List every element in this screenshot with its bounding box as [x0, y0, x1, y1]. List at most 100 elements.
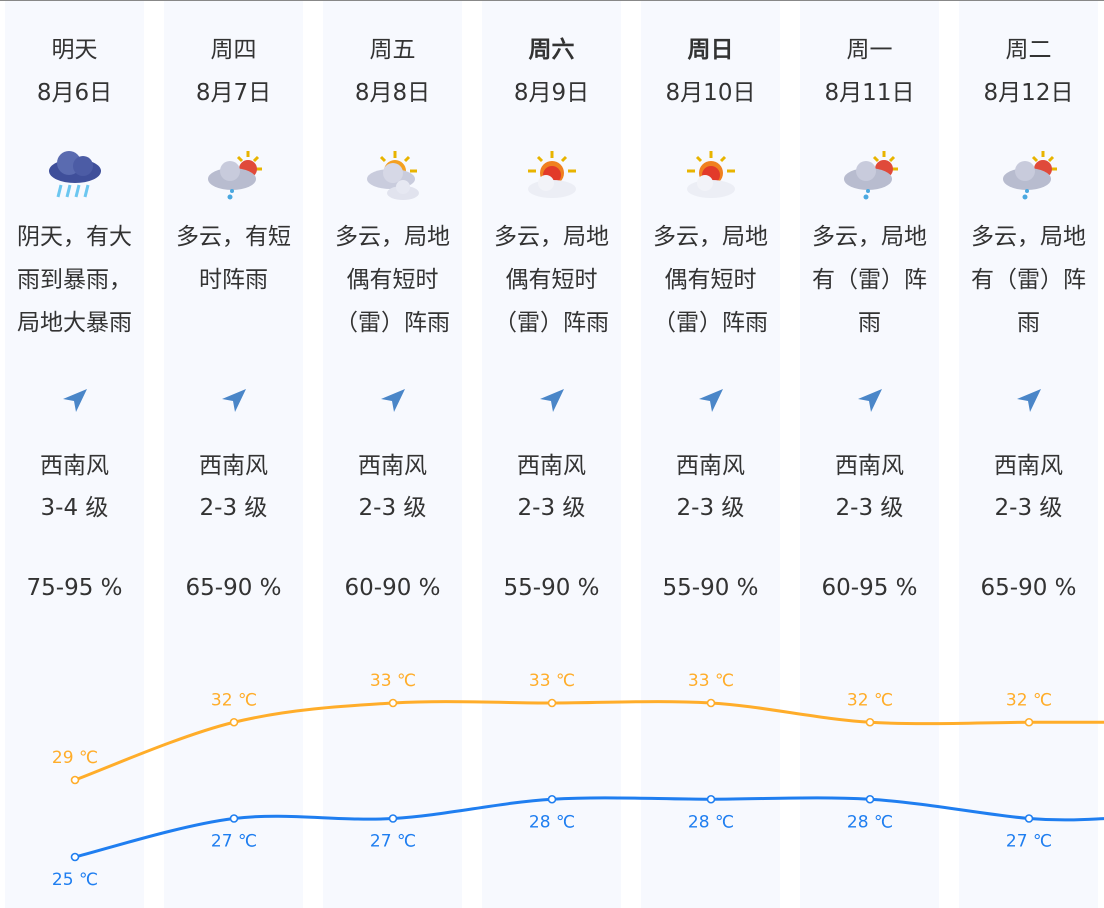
- wind-direction-arrow-icon: [1014, 385, 1044, 415]
- wind-level: 2-3 级: [358, 495, 427, 521]
- description-line: 多云，局地: [812, 224, 927, 250]
- wind-info: 西南风 2-3 级: [482, 445, 621, 529]
- high-temperature-point: [229, 717, 239, 727]
- weekday-label: 周六: [528, 37, 575, 63]
- low-temperature-line: [74, 796, 1104, 859]
- date-label: 8月9日: [513, 80, 590, 106]
- low-temperature-label: 25 ℃: [52, 870, 98, 890]
- weekday-label: 周一: [846, 37, 893, 63]
- high-temperature-label: 32 ℃: [211, 690, 257, 710]
- wind-direction: 西南风: [199, 453, 268, 479]
- low-temperature-point: [1024, 814, 1034, 823]
- low-temperature-label: 27 ℃: [211, 832, 257, 852]
- wind-direction-arrow-icon: [219, 385, 249, 415]
- humidity: 65-90 %: [980, 575, 1077, 601]
- partly-cloudy-shower-icon: [840, 149, 900, 205]
- weather-description: 阴天，有大 雨到暴雨， 局地大暴雨: [5, 216, 144, 345]
- wind-info: 西南风 2-3 级: [323, 445, 462, 529]
- partly-cloudy-shower-icon: [999, 149, 1059, 205]
- low-temperature-label: 28 ℃: [847, 812, 893, 832]
- wind-info: 西南风 3-4 级: [5, 445, 144, 529]
- top-border: [0, 0, 1104, 1]
- day-header: 周五 8月8日: [323, 29, 462, 115]
- weather-description: 多云，局地 偶有短时 （雷）阵雨: [323, 216, 462, 345]
- low-temperature-label: 28 ℃: [529, 812, 575, 832]
- weekday-label: 周二: [1005, 37, 1052, 63]
- low-temperature-point: [70, 852, 80, 862]
- weather-description: 多云，局地 有（雷）阵雨: [959, 216, 1098, 345]
- day-column: 周一 8月11日 多云，局地 有（雷）阵雨 西南风 2-3 级 60-95 %: [800, 1, 939, 908]
- wind-direction: 西南风: [835, 453, 904, 479]
- description-line: 有（雷）阵: [971, 267, 1086, 293]
- description-line: 偶有短时: [346, 267, 439, 293]
- wind-direction-arrow-icon: [537, 385, 567, 415]
- partly-cloudy-icon: [363, 149, 423, 205]
- date-label: 8月11日: [824, 80, 915, 106]
- low-temperature-label: 28 ℃: [688, 812, 734, 832]
- humidity: 60-90 %: [344, 575, 441, 601]
- high-temperature-line: [74, 700, 1104, 782]
- low-temperature-point: [865, 794, 875, 804]
- description-line: 偶有短时: [505, 267, 598, 293]
- weather-description: 多云，局地偶有短时 （雷）阵雨: [482, 216, 621, 345]
- wind-direction: 西南风: [517, 453, 586, 479]
- description-line: 偶有短时: [664, 267, 757, 293]
- weather-description: 多云，局地 偶有短时 （雷）阵雨: [641, 216, 780, 345]
- humidity: 55-90 %: [503, 575, 600, 601]
- humidity: 60-95 %: [821, 575, 918, 601]
- wind-direction-arrow-icon: [60, 385, 90, 415]
- low-temperature-label: 27 ℃: [1006, 832, 1052, 852]
- low-temperature-point: [229, 814, 239, 823]
- wind-info: 西南风 2-3 级: [641, 445, 780, 529]
- day-header: 周六 8月9日: [482, 29, 621, 115]
- wind-direction: 西南风: [994, 453, 1063, 479]
- day-header: 周四 8月7日: [164, 29, 303, 115]
- description-line: 雨到暴雨，: [17, 267, 132, 293]
- high-temperature-label: 32 ℃: [847, 690, 893, 710]
- wind-direction-arrow-icon: [855, 385, 885, 415]
- wind-direction-arrow-icon: [378, 385, 408, 415]
- day-column: 周二 8月12日 多云，局地 有（雷）阵雨 西南风 2-3 级 65-90 %: [959, 1, 1098, 908]
- high-temperature-label: 32 ℃: [1006, 690, 1052, 710]
- description-line: 阴天，有大: [17, 224, 132, 250]
- date-label: 8月7日: [195, 80, 272, 106]
- sun-cloud-icon: [522, 149, 582, 205]
- humidity: 75-95 %: [26, 575, 123, 601]
- description-line: 多云，局地: [494, 224, 609, 250]
- wind-level: 2-3 级: [676, 495, 745, 521]
- day-column: 明天 8月6日 阴天，有大 雨到暴雨， 局地大暴雨 西南风 3-4 级 75-95 …: [5, 1, 144, 908]
- wind-direction: 西南风: [40, 453, 109, 479]
- low-temperature-point: [706, 794, 716, 804]
- day-header: 明天 8月6日: [5, 29, 144, 115]
- wind-level: 3-4 级: [40, 495, 109, 521]
- description-line: 多云，局地: [335, 224, 450, 250]
- description-line: 有（雷）阵: [812, 267, 927, 293]
- high-temperature-point: [547, 698, 557, 708]
- humidity: 65-90 %: [185, 575, 282, 601]
- description-line: 多云，有短: [176, 224, 291, 250]
- wind-level: 2-3 级: [994, 495, 1063, 521]
- date-label: 8月12日: [983, 80, 1074, 106]
- wind-info: 西南风 2-3 级: [800, 445, 939, 529]
- weekday-label: 周日: [687, 37, 734, 63]
- high-temperature-point: [388, 698, 398, 708]
- wind-info: 西南风 2-3 级: [959, 445, 1098, 529]
- heavy-rain-icon: [45, 149, 105, 205]
- wind-direction: 西南风: [676, 453, 745, 479]
- day-header: 周日 8月10日: [641, 29, 780, 115]
- day-column: 周日 8月10日 多云，局地 偶有短时 （雷）阵雨 西南风 2-3 级 55-90 …: [641, 1, 780, 908]
- high-temperature-point: [706, 698, 716, 708]
- wind-level: 2-3 级: [835, 495, 904, 521]
- weekday-label: 周四: [210, 37, 257, 63]
- wind-level: 2-3 级: [199, 495, 268, 521]
- day-column: 周六 8月9日 多云，局地偶有短时 （雷）阵雨 西南风 2-3 级 55-90 %: [482, 1, 621, 908]
- low-temperature-point: [388, 814, 398, 823]
- wind-info: 西南风 2-3 级: [164, 445, 303, 529]
- high-temperature-label: 33 ℃: [529, 671, 575, 691]
- description-line: （雷）阵雨: [494, 310, 609, 336]
- date-label: 8月8日: [354, 80, 431, 106]
- day-column: 周五 8月8日 多云，局地 偶有短时 （雷）阵雨 西南风 2-3 级 60-90 %: [323, 1, 462, 908]
- sun-cloud-icon: [681, 149, 741, 205]
- low-temperature-label: 27 ℃: [370, 832, 416, 852]
